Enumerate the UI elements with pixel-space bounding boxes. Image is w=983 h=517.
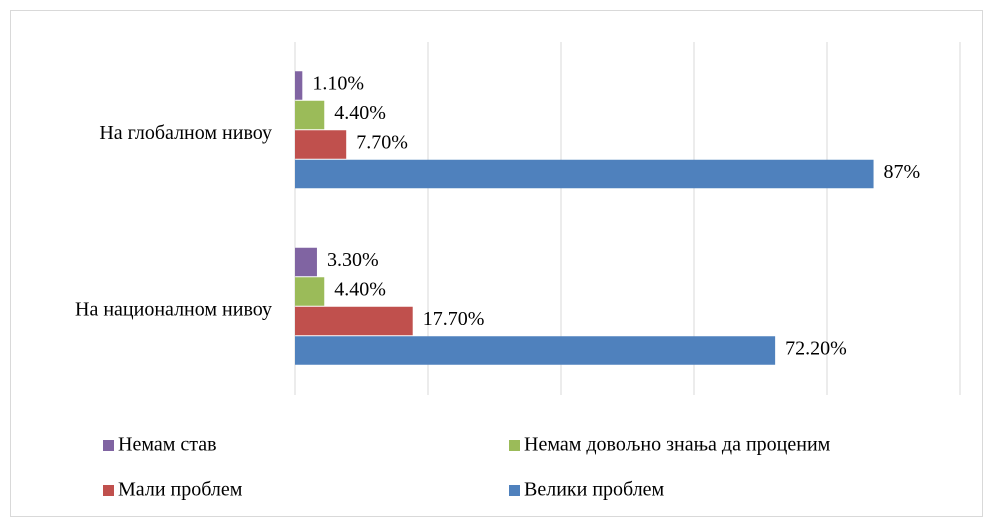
value-label: 4.40% [334,279,386,301]
legend-label: Немам довољно знања да проценим [524,434,831,456]
bar [295,247,317,277]
value-label: 4.40% [334,102,386,124]
legend-swatch [509,440,520,451]
legend-swatch [103,485,114,496]
value-label: 72.20% [785,338,847,360]
category-label: На глобалном нивоу [99,122,272,144]
bar [295,100,325,130]
category-label: На националном нивоу [75,298,272,320]
legend-swatch [509,485,520,496]
legend-label: Мали проблем [118,479,243,501]
value-label: 1.10% [312,73,364,95]
value-label: 87% [884,161,921,183]
value-label: 7.70% [356,132,408,154]
bar [295,306,413,336]
legend-label: Велики проблем [524,479,665,501]
value-label: 3.30% [327,249,379,271]
bar [295,71,303,100]
legend-label: Немам став [118,434,217,456]
value-label: 17.70% [423,308,485,330]
bar [295,159,874,189]
bar [295,336,776,365]
bar [295,277,325,306]
legend-swatch [103,440,114,451]
bar [295,130,347,159]
